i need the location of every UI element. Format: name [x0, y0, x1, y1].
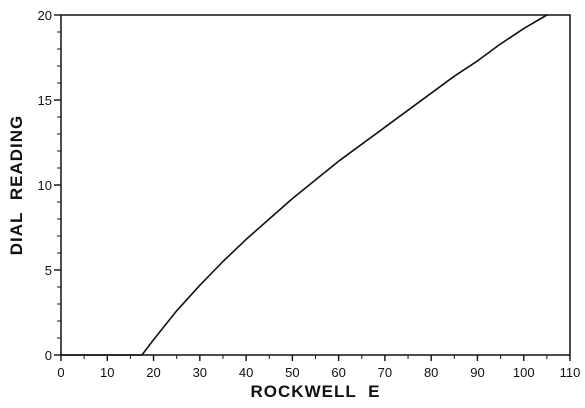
x-axis-title: ROCKWELL E: [251, 382, 381, 401]
series-layer: [60, 14, 548, 356]
y-tick-label: 5: [45, 263, 52, 278]
tick-labels-layer: 0 10 20 30 40 50 60 70 80 90 100 110 0 5 10 15 20: [38, 8, 581, 380]
ticks-layer: [54, 14, 571, 361]
x-tick-label: 0: [57, 365, 64, 380]
x-tick-label: 60: [331, 365, 345, 380]
y-axis-title: DIAL READING: [7, 115, 26, 255]
y-tick-label: 10: [38, 178, 52, 193]
x-tick-label: 100: [513, 365, 535, 380]
x-tick-label: 80: [424, 365, 438, 380]
x-tick-label: 50: [285, 365, 299, 380]
x-tick-label: 90: [470, 365, 484, 380]
y-tick-label: 15: [38, 93, 52, 108]
y-tick-label: 0: [45, 348, 52, 363]
plot-area: [60, 14, 571, 356]
series-line-1: [60, 14, 548, 356]
x-tick-label: 30: [193, 365, 207, 380]
x-tick-label: 20: [146, 365, 160, 380]
plot-frame: [60, 14, 571, 356]
y-tick-label: 20: [38, 8, 52, 23]
x-tick-label: 10: [100, 365, 114, 380]
x-tick-label: 40: [239, 365, 253, 380]
x-tick-label: 70: [378, 365, 392, 380]
x-tick-label: 110: [560, 365, 581, 380]
